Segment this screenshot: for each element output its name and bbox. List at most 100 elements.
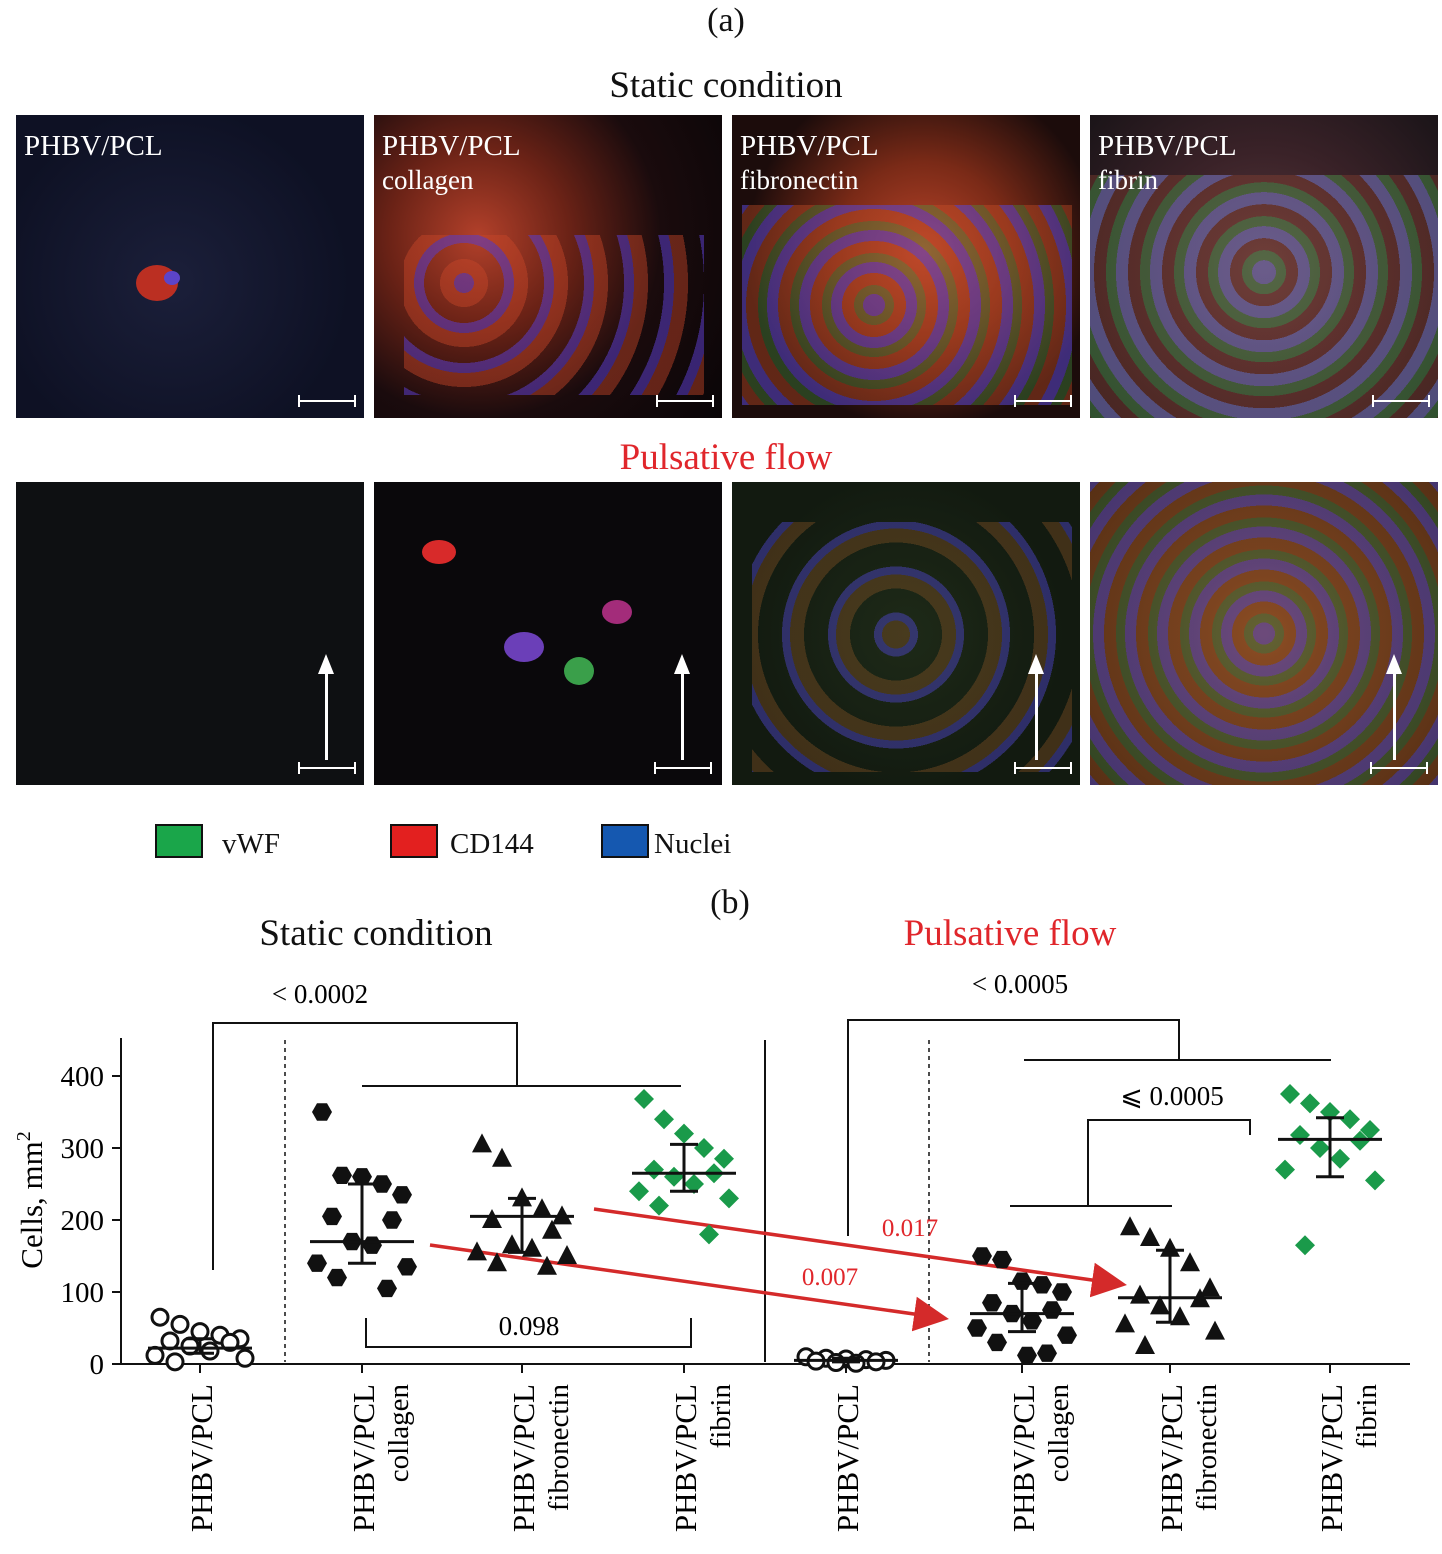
data-point bbox=[1290, 1125, 1310, 1146]
data-point bbox=[1300, 1093, 1320, 1114]
data-point bbox=[352, 1168, 372, 1186]
micrograph-flow-fibronectin bbox=[732, 482, 1080, 785]
data-point bbox=[1140, 1227, 1160, 1246]
data-point bbox=[972, 1247, 992, 1265]
data-point bbox=[1042, 1301, 1062, 1319]
p-value-fibronectin-static-vs-flow: 0.017 bbox=[882, 1215, 938, 1242]
data-point bbox=[1365, 1170, 1385, 1191]
data-point bbox=[649, 1195, 669, 1216]
data-point bbox=[1150, 1295, 1170, 1315]
scale-bar bbox=[656, 395, 714, 407]
data-point bbox=[1280, 1084, 1300, 1104]
data-point bbox=[397, 1258, 417, 1276]
data-point bbox=[502, 1234, 522, 1254]
tile-label: PHBV/PCL bbox=[24, 130, 163, 162]
x-tick-label: PHBV/PCL bbox=[506, 1384, 541, 1532]
y-tick-label: 0 bbox=[90, 1349, 105, 1381]
group-s2 bbox=[467, 1133, 577, 1275]
x-tick-sublabel: collagen bbox=[1043, 1384, 1075, 1483]
data-point bbox=[467, 1241, 487, 1261]
group-s3 bbox=[629, 1089, 739, 1245]
data-point bbox=[1052, 1283, 1072, 1301]
panel-b-label: (b) bbox=[710, 884, 750, 921]
tile-sublabel: fibrin bbox=[1098, 165, 1158, 195]
legend-label-vwf: vWF bbox=[222, 828, 280, 860]
data-point bbox=[482, 1209, 502, 1228]
data-point bbox=[1310, 1138, 1330, 1158]
data-point bbox=[1120, 1216, 1140, 1236]
flow-direction-arrow bbox=[674, 654, 690, 760]
data-point bbox=[1170, 1306, 1190, 1326]
arrow-collagen-static-to-flow bbox=[429, 1243, 949, 1332]
data-point bbox=[654, 1109, 674, 1130]
data-point bbox=[674, 1123, 694, 1144]
data-point bbox=[377, 1279, 397, 1298]
x-tick-label: PHBV/PCL bbox=[346, 1384, 381, 1532]
flow-direction-arrow bbox=[1028, 654, 1044, 760]
data-point bbox=[644, 1159, 664, 1180]
data-point bbox=[145, 1345, 165, 1365]
data-point bbox=[982, 1294, 1002, 1312]
significance-brackets bbox=[212, 1019, 1331, 1348]
flow-direction-arrow bbox=[318, 654, 334, 760]
p-value-flow-uncoated-vs-coated: < 0.0005 bbox=[972, 969, 1068, 999]
group-f1 bbox=[967, 1247, 1077, 1364]
p-value-collagen-static-vs-flow: 0.007 bbox=[802, 1264, 858, 1291]
panel-a-label: (a) bbox=[707, 2, 745, 39]
p-value-collagen-vs-fibrin: 0.098 bbox=[499, 1311, 560, 1341]
panel-b-flow-title: Pulsative flow bbox=[903, 913, 1117, 954]
data-point bbox=[629, 1181, 649, 1202]
data-point bbox=[699, 1224, 719, 1245]
arrow-fibronectin-static-to-flow bbox=[593, 1207, 1127, 1298]
p-value-fibrin-vs-others: ⩽ 0.0005 bbox=[1120, 1081, 1224, 1111]
scale-bar bbox=[298, 762, 356, 774]
x-tick-sublabel: fibronectin bbox=[543, 1384, 575, 1512]
data-point bbox=[719, 1188, 739, 1209]
flow-direction-arrow bbox=[1386, 654, 1402, 760]
data-point bbox=[392, 1186, 412, 1204]
scale-bar bbox=[1014, 762, 1072, 774]
data-point bbox=[542, 1219, 562, 1239]
scale-bar bbox=[654, 762, 712, 774]
legend-swatch-cd144 bbox=[390, 824, 438, 858]
data-point bbox=[694, 1138, 714, 1158]
scale-bar bbox=[298, 395, 356, 407]
data-point bbox=[1340, 1109, 1360, 1130]
data-point bbox=[150, 1307, 170, 1327]
tile-label: PHBV/PCL bbox=[740, 130, 879, 162]
data-point bbox=[714, 1148, 734, 1169]
data-point bbox=[372, 1175, 392, 1193]
x-tick-sublabel: fibronectin bbox=[1191, 1384, 1223, 1512]
data-point bbox=[362, 1236, 382, 1254]
data-point bbox=[1022, 1312, 1042, 1330]
y-tick-label: 100 bbox=[61, 1277, 105, 1309]
data-point bbox=[1115, 1313, 1135, 1333]
data-point bbox=[1130, 1284, 1150, 1304]
data-point bbox=[1295, 1235, 1315, 1256]
x-tick-sublabel: collagen bbox=[383, 1384, 415, 1483]
data-point bbox=[382, 1211, 402, 1229]
data-point bbox=[1160, 1237, 1180, 1257]
data-point bbox=[165, 1352, 185, 1372]
group-f2 bbox=[1115, 1216, 1225, 1354]
y-tick-label: 400 bbox=[61, 1061, 105, 1093]
data-point bbox=[1135, 1335, 1155, 1354]
x-tick-label: PHBV/PCL bbox=[1154, 1384, 1189, 1532]
scale-bar bbox=[1014, 395, 1072, 407]
micrograph-static-uncoated: PHBV/PCL bbox=[16, 115, 364, 418]
data-point bbox=[1037, 1344, 1057, 1362]
data-point bbox=[307, 1254, 327, 1272]
group-s1 bbox=[307, 1103, 417, 1298]
panel-a-static-title: Static condition bbox=[609, 65, 843, 106]
data-point bbox=[200, 1341, 220, 1361]
micrograph-static-fibronectin: PHBV/PCL fibronectin bbox=[732, 115, 1080, 418]
scale-bar bbox=[1372, 395, 1430, 407]
tile-sublabel: fibronectin bbox=[740, 165, 859, 195]
tile-label: PHBV/PCL bbox=[1098, 130, 1237, 162]
data-point bbox=[1360, 1120, 1380, 1140]
x-tick-label: PHBV/PCL bbox=[830, 1384, 865, 1532]
panel-a-flow-title: Pulsative flow bbox=[619, 437, 833, 478]
panel-b-static-title: Static condition bbox=[259, 913, 493, 954]
group-f0 bbox=[794, 1347, 898, 1373]
